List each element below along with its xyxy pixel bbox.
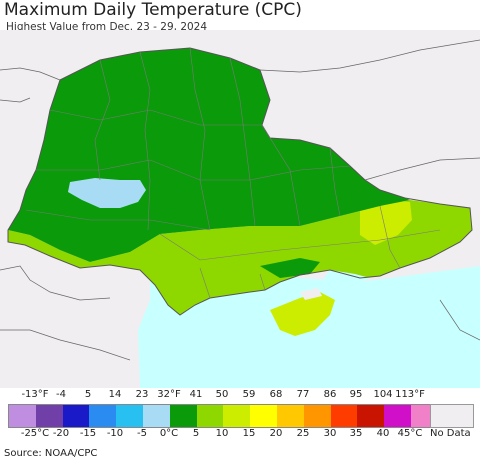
f-tick: 5	[84, 389, 92, 400]
c-tick: 20	[269, 428, 283, 439]
legend-swatch	[116, 405, 143, 427]
legend-swatch	[250, 405, 277, 427]
legend-swatch	[384, 405, 411, 427]
f-tick: 77	[296, 389, 310, 400]
cold-patch	[68, 178, 146, 208]
f-tick: 50	[215, 389, 229, 400]
green-coast-spot	[260, 258, 320, 278]
legend-swatch	[357, 405, 385, 427]
f-tick: 95	[349, 389, 363, 400]
f-tick: 41	[189, 389, 203, 400]
green-region	[8, 48, 410, 262]
c-tick: -25°C	[20, 428, 50, 439]
c-tick: -10	[106, 428, 124, 439]
legend-swatch	[223, 405, 251, 427]
f-tick: 68	[269, 389, 283, 400]
legend-swatch	[196, 405, 224, 427]
no-data-label: No Data	[430, 428, 471, 439]
c-tick: 25	[296, 428, 310, 439]
f-tick: -4	[56, 389, 66, 400]
c-tick: 0°C	[159, 428, 179, 439]
no-data-swatch	[430, 404, 474, 428]
c-tick: -15	[79, 428, 97, 439]
crimea-north-gap	[300, 288, 322, 300]
oblast-borders	[25, 47, 441, 299]
fahrenheit-ticks: -13°F -4 5 14 23 32°F 41 50 59 68 77 86 …	[0, 389, 480, 402]
c-tick: 40	[376, 428, 390, 439]
f-tick: 104	[373, 389, 393, 400]
c-tick: -20	[52, 428, 70, 439]
color-legend	[8, 404, 439, 428]
neighbour-borders	[0, 39, 480, 361]
legend-swatch	[303, 405, 331, 427]
c-tick: 30	[323, 428, 337, 439]
temperature-map	[0, 30, 480, 388]
celsius-ticks: -25°C -20 -15 -10 -5 0°C 5 10 15 20 25 3…	[0, 428, 480, 441]
c-tick: 35	[349, 428, 363, 439]
f-tick: 113°F	[395, 389, 425, 400]
f-tick: 32°F	[157, 389, 181, 400]
c-tick: 5	[192, 428, 200, 439]
legend-swatch	[169, 405, 197, 427]
legend-swatch	[9, 405, 36, 427]
light-green-region	[8, 200, 472, 315]
f-tick: 14	[108, 389, 122, 400]
legend-swatch	[62, 405, 90, 427]
map-title: Maximum Daily Temperature (CPC)	[4, 0, 302, 20]
c-tick: 45°C	[397, 428, 423, 439]
f-tick: 59	[242, 389, 256, 400]
f-tick: 86	[323, 389, 337, 400]
yellow-green-east	[360, 200, 412, 245]
f-tick: -13°F	[21, 389, 49, 400]
c-tick: -5	[137, 428, 147, 439]
legend-swatch	[276, 405, 304, 427]
azov-sea	[318, 270, 370, 292]
legend-swatch	[330, 405, 358, 427]
legend-swatch	[89, 405, 117, 427]
yellow-green-crimea	[270, 292, 335, 336]
f-tick: 23	[135, 389, 149, 400]
legend-swatch	[35, 405, 63, 427]
source-credit: Source: NOAA/CPC	[4, 448, 98, 459]
c-tick: 15	[242, 428, 256, 439]
legend-swatch	[142, 405, 170, 427]
c-tick: 10	[215, 428, 229, 439]
